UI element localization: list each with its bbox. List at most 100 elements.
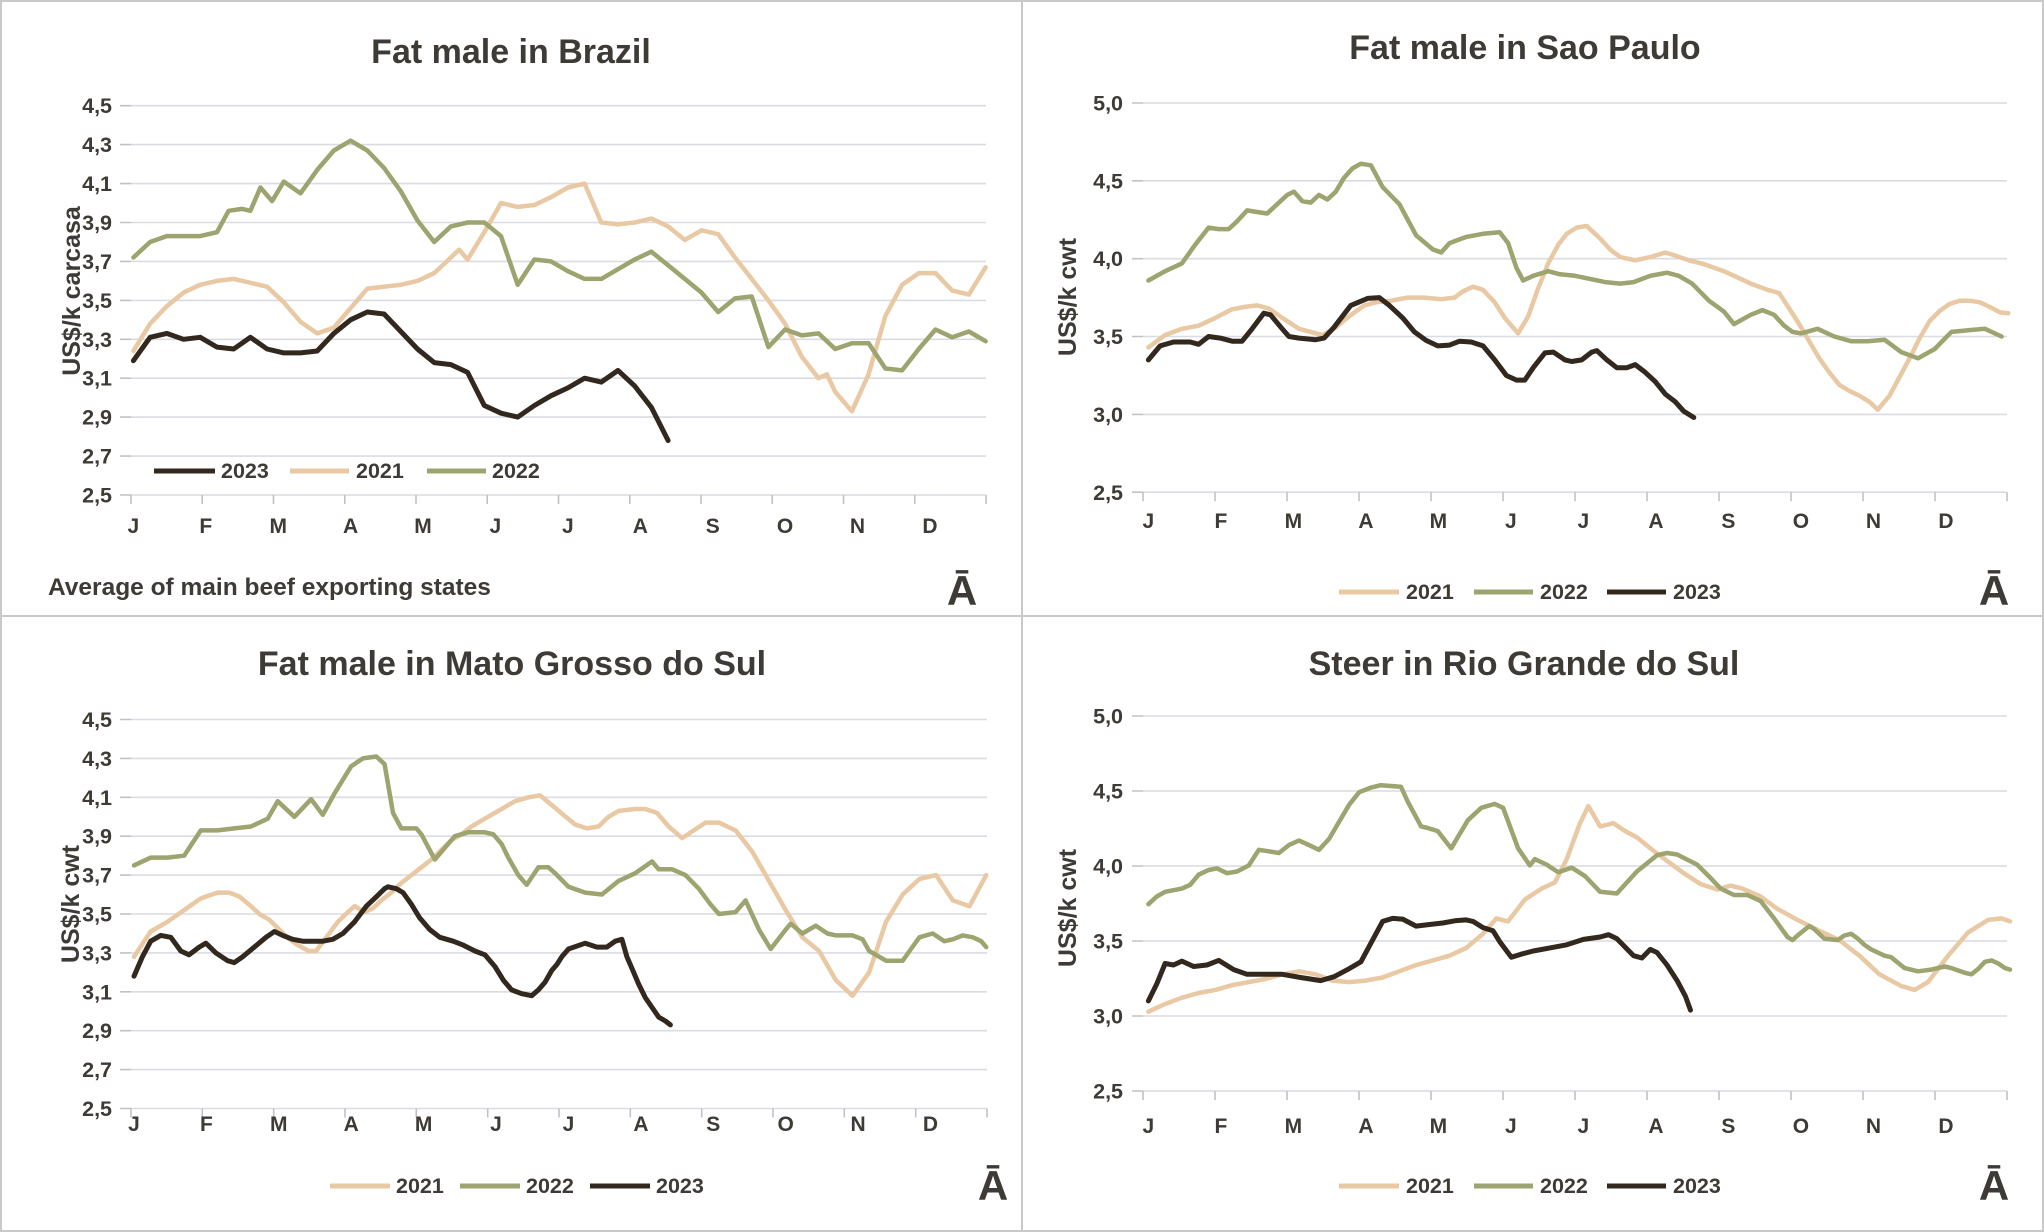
svg-text:A: A: [633, 1113, 648, 1136]
svg-text:J: J: [1143, 1115, 1155, 1138]
svg-text:US$/k cwt: US$/k cwt: [1054, 237, 1082, 356]
svg-text:S: S: [1721, 510, 1735, 533]
svg-text:D: D: [922, 515, 937, 538]
svg-text:2,5: 2,5: [82, 1097, 112, 1121]
svg-text:3,7: 3,7: [82, 250, 112, 274]
svg-text:5,0: 5,0: [1093, 92, 1123, 116]
svg-text:2,7: 2,7: [82, 1058, 112, 1082]
svg-text:3,0: 3,0: [1093, 403, 1123, 427]
svg-text:J: J: [490, 515, 502, 538]
svg-text:3,5: 3,5: [82, 289, 112, 313]
svg-text:Ā: Ā: [1979, 567, 2009, 614]
svg-text:2,7: 2,7: [82, 445, 112, 469]
svg-text:M: M: [269, 515, 287, 538]
svg-text:A: A: [344, 1113, 359, 1136]
svg-text:2022: 2022: [1540, 1174, 1588, 1198]
svg-text:3,0: 3,0: [1093, 1005, 1123, 1029]
svg-text:M: M: [1285, 510, 1303, 533]
svg-text:2,9: 2,9: [82, 1019, 112, 1043]
svg-text:3,9: 3,9: [82, 211, 112, 235]
svg-text:A: A: [343, 515, 358, 538]
svg-text:M: M: [1430, 510, 1448, 533]
svg-text:J: J: [1505, 1115, 1517, 1138]
svg-text:F: F: [1214, 1115, 1227, 1138]
svg-text:2022: 2022: [492, 459, 540, 483]
svg-text:4,1: 4,1: [82, 172, 112, 196]
svg-text:J: J: [128, 515, 140, 538]
svg-text:N: N: [851, 1113, 866, 1136]
svg-text:2021: 2021: [1406, 1174, 1454, 1198]
svg-text:5,0: 5,0: [1093, 705, 1123, 729]
svg-text:N: N: [850, 515, 865, 538]
svg-text:2021: 2021: [1406, 580, 1454, 604]
svg-text:J: J: [490, 1113, 502, 1136]
svg-text:J: J: [563, 1113, 575, 1136]
svg-text:4,0: 4,0: [1093, 247, 1123, 271]
svg-text:4,5: 4,5: [1093, 169, 1123, 193]
svg-text:Ā: Ā: [1979, 1162, 2009, 1209]
svg-text:4,1: 4,1: [82, 786, 112, 810]
svg-text:4,0: 4,0: [1093, 855, 1123, 879]
svg-text:Fat male in Mato Grosso do Sul: Fat male in Mato Grosso do Sul: [258, 645, 766, 683]
svg-text:3,3: 3,3: [82, 328, 112, 352]
svg-text:2022: 2022: [1540, 580, 1588, 604]
svg-text:M: M: [1285, 1115, 1303, 1138]
svg-text:Ā: Ā: [947, 567, 977, 614]
svg-text:O: O: [1793, 510, 1809, 533]
svg-text:US$/k carcasa: US$/k carcasa: [58, 205, 86, 376]
svg-text:D: D: [923, 1113, 938, 1136]
svg-text:M: M: [1430, 1115, 1448, 1138]
svg-text:US$/k cwt: US$/k cwt: [57, 844, 85, 963]
svg-text:D: D: [1938, 510, 1953, 533]
svg-text:O: O: [1793, 1115, 1809, 1138]
svg-text:Steer in Rio Grande do Sul: Steer in Rio Grande do Sul: [1309, 645, 1740, 683]
svg-text:Fat male in Sao Paulo: Fat male in Sao Paulo: [1349, 29, 1700, 67]
svg-text:2022: 2022: [526, 1174, 574, 1198]
svg-text:J: J: [128, 1113, 140, 1136]
svg-text:2021: 2021: [396, 1174, 444, 1198]
svg-text:F: F: [200, 1113, 213, 1136]
svg-text:US$/k cwt: US$/k cwt: [1054, 848, 1082, 967]
svg-text:J: J: [1578, 1115, 1590, 1138]
svg-text:3,3: 3,3: [82, 941, 112, 965]
svg-text:M: M: [415, 1113, 433, 1136]
svg-text:3,5: 3,5: [1093, 930, 1123, 954]
svg-text:4,5: 4,5: [1093, 780, 1123, 804]
svg-text:N: N: [1866, 510, 1881, 533]
svg-text:2023: 2023: [1673, 1174, 1721, 1198]
svg-text:J: J: [1143, 510, 1155, 533]
svg-text:2,5: 2,5: [82, 484, 112, 508]
svg-text:4,5: 4,5: [82, 94, 112, 118]
svg-text:J: J: [562, 515, 574, 538]
svg-text:A: A: [1648, 510, 1663, 533]
svg-text:O: O: [778, 1113, 794, 1136]
svg-text:3,1: 3,1: [82, 980, 112, 1004]
svg-text:F: F: [1214, 510, 1227, 533]
svg-text:2023: 2023: [656, 1174, 704, 1198]
svg-text:S: S: [706, 515, 720, 538]
svg-text:2023: 2023: [1673, 580, 1721, 604]
svg-text:J: J: [1578, 510, 1590, 533]
svg-text:2,5: 2,5: [1093, 481, 1123, 505]
svg-text:3,5: 3,5: [1093, 325, 1123, 349]
svg-text:S: S: [1721, 1115, 1735, 1138]
svg-text:2023: 2023: [221, 459, 269, 483]
svg-text:A: A: [1358, 1115, 1373, 1138]
svg-text:3,1: 3,1: [82, 367, 112, 391]
svg-text:S: S: [706, 1113, 720, 1136]
svg-text:A: A: [633, 515, 648, 538]
svg-text:Average of main beef exporting: Average of main beef exporting states: [48, 574, 491, 601]
svg-text:2021: 2021: [356, 459, 404, 483]
svg-text:3,7: 3,7: [82, 864, 112, 888]
svg-text:3,9: 3,9: [82, 825, 112, 849]
svg-text:M: M: [414, 515, 432, 538]
svg-text:N: N: [1866, 1115, 1881, 1138]
svg-text:4,3: 4,3: [82, 747, 112, 771]
svg-text:Ā: Ā: [978, 1162, 1008, 1209]
svg-text:F: F: [199, 515, 212, 538]
svg-text:4,3: 4,3: [82, 133, 112, 157]
svg-text:3,5: 3,5: [82, 903, 112, 927]
svg-text:2,5: 2,5: [1093, 1080, 1123, 1104]
svg-text:M: M: [270, 1113, 288, 1136]
svg-text:2,9: 2,9: [82, 406, 112, 430]
